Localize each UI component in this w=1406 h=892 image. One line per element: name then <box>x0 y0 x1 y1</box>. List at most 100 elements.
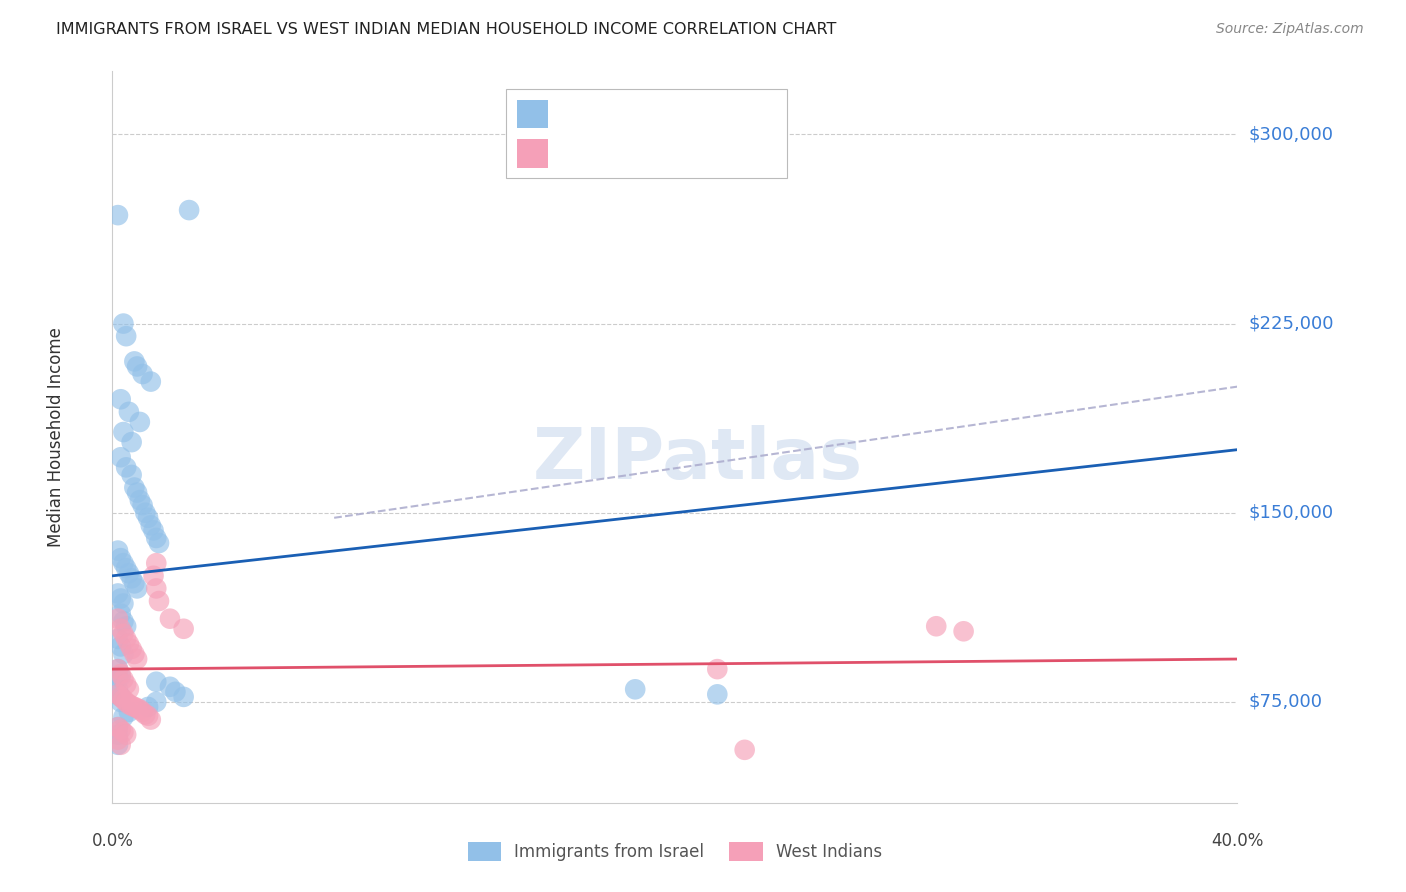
Point <box>110 450 132 465</box>
Point <box>107 720 129 734</box>
Point <box>118 682 141 697</box>
Point <box>145 674 167 689</box>
Point <box>110 591 132 606</box>
Point <box>139 375 162 389</box>
Point <box>118 705 141 719</box>
Point <box>110 392 132 407</box>
Point <box>142 569 165 583</box>
Point <box>706 687 728 701</box>
Point <box>145 556 167 570</box>
Text: Median Household Income: Median Household Income <box>48 327 65 547</box>
Point <box>110 738 132 752</box>
Point <box>112 692 135 706</box>
Point <box>110 723 132 737</box>
Point <box>127 359 149 374</box>
Point <box>128 415 150 429</box>
Point <box>107 612 129 626</box>
Point <box>115 329 138 343</box>
Point <box>159 680 181 694</box>
Text: R = 0.045: R = 0.045 <box>555 145 638 162</box>
Point <box>159 612 181 626</box>
Point <box>118 405 141 419</box>
Point <box>112 425 135 439</box>
Point <box>121 642 143 657</box>
Point <box>706 662 728 676</box>
Point <box>115 728 138 742</box>
Point <box>107 687 129 701</box>
Point <box>115 632 138 646</box>
Point <box>110 622 132 636</box>
Point <box>145 695 167 709</box>
Point <box>107 662 129 676</box>
Point <box>115 561 138 575</box>
Point <box>128 702 150 716</box>
Point <box>107 687 129 701</box>
Point <box>107 632 129 646</box>
Point <box>179 203 201 218</box>
Point <box>107 662 129 676</box>
Point <box>112 597 135 611</box>
Point <box>110 640 132 654</box>
Point <box>952 624 974 639</box>
Point <box>131 367 153 381</box>
Point <box>139 713 162 727</box>
Text: 40.0%: 40.0% <box>1211 832 1264 850</box>
Text: R = 0.084: R = 0.084 <box>555 105 638 123</box>
Point <box>131 498 153 512</box>
Legend: Immigrants from Israel, West Indians: Immigrants from Israel, West Indians <box>461 835 889 868</box>
Point <box>734 743 756 757</box>
Point <box>107 738 129 752</box>
Point <box>121 571 143 585</box>
Point <box>107 732 129 747</box>
Point <box>136 700 159 714</box>
Point <box>165 685 187 699</box>
Point <box>110 607 132 621</box>
Point <box>121 467 143 482</box>
Text: $300,000: $300,000 <box>1249 126 1333 144</box>
Point <box>107 208 129 222</box>
Point <box>107 670 129 684</box>
Point <box>118 698 141 712</box>
Point <box>115 695 138 709</box>
Text: ZIPatlas: ZIPatlas <box>533 425 862 493</box>
Point <box>148 536 170 550</box>
Point <box>624 682 647 697</box>
Point <box>173 690 195 704</box>
Point <box>128 493 150 508</box>
Point <box>134 506 156 520</box>
Point <box>173 622 195 636</box>
Text: IMMIGRANTS FROM ISRAEL VS WEST INDIAN MEDIAN HOUSEHOLD INCOME CORRELATION CHART: IMMIGRANTS FROM ISRAEL VS WEST INDIAN ME… <box>56 22 837 37</box>
Point <box>112 710 135 724</box>
Point <box>145 582 167 596</box>
Point <box>121 698 143 713</box>
Point <box>131 705 153 719</box>
Point <box>124 647 146 661</box>
Text: Source: ZipAtlas.com: Source: ZipAtlas.com <box>1216 22 1364 37</box>
Point <box>115 460 138 475</box>
Point <box>118 637 141 651</box>
Point <box>112 725 135 739</box>
Point <box>110 695 132 709</box>
Point <box>110 551 132 566</box>
Point <box>124 700 146 714</box>
Point <box>110 690 132 704</box>
Point <box>118 566 141 581</box>
Point <box>124 354 146 368</box>
Point <box>112 556 135 570</box>
Text: 0.0%: 0.0% <box>91 832 134 850</box>
Text: N = 42: N = 42 <box>682 145 740 162</box>
Point <box>127 582 149 596</box>
Point <box>115 677 138 691</box>
Point <box>136 708 159 723</box>
Point <box>107 728 129 742</box>
Text: N = 63: N = 63 <box>682 105 740 123</box>
Point <box>124 481 146 495</box>
Point <box>110 670 132 684</box>
Point <box>121 435 143 450</box>
Point <box>107 586 129 600</box>
Point <box>925 619 948 633</box>
Text: $150,000: $150,000 <box>1249 504 1333 522</box>
Point <box>112 627 135 641</box>
Point <box>107 682 129 697</box>
Point <box>127 652 149 666</box>
